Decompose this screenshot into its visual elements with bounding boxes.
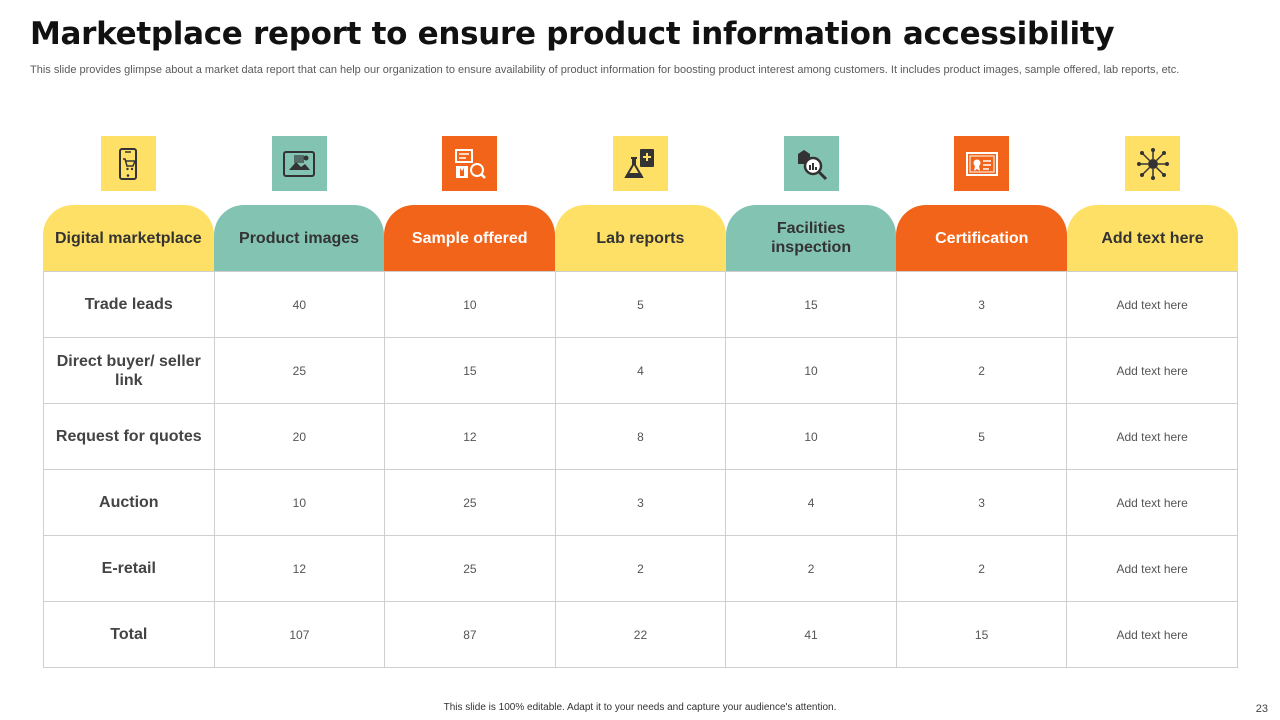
- table-cell: 5: [555, 272, 727, 338]
- column-header: Certification: [896, 205, 1068, 271]
- table-row: Direct buyer/ seller link 25 15 4 10 2 Add tex…: [44, 338, 1238, 404]
- table-cell: 107: [214, 602, 386, 668]
- page-subtitle: This slide provides glimpse about a mark…: [30, 64, 1180, 76]
- page-number: 23: [1255, 703, 1268, 715]
- table-cell: Add text here: [1067, 602, 1238, 668]
- table-row: Trade leads 40 10 5 15 3 Add text here: [44, 272, 1238, 338]
- lab-flask-icon: [612, 136, 668, 191]
- table-row: Auction 10 25 3 4 3 Add text here: [44, 470, 1238, 536]
- table-cell: 3: [896, 272, 1068, 338]
- icon-row: [43, 136, 1238, 191]
- table-cell: 8: [555, 404, 727, 470]
- table-cell: 41: [726, 602, 897, 668]
- row-label: Auction: [44, 470, 215, 536]
- footer-note: This slide is 100% editable. Adapt it to…: [443, 702, 837, 713]
- certificate-icon: [954, 136, 1010, 191]
- table-cell: 10: [214, 470, 386, 536]
- inspection-magnifier-icon: [783, 136, 839, 191]
- table-row: Request for quotes 20 12 8 10 5 Add text here: [44, 404, 1238, 470]
- table-cell: 2: [896, 338, 1068, 404]
- row-label: Total: [44, 602, 215, 668]
- table-cell: 2: [555, 536, 727, 602]
- table-cell: Add text here: [1067, 470, 1238, 536]
- table-cell: 25: [385, 470, 556, 536]
- column-header: Lab reports: [555, 205, 726, 271]
- table-cell: 40: [214, 272, 386, 338]
- table-cell: 15: [896, 602, 1068, 668]
- network-hub-icon: [1125, 136, 1180, 191]
- table-cell: Add text here: [1067, 338, 1238, 404]
- table-cell: 12: [214, 536, 386, 602]
- table-cell: 10: [385, 272, 556, 338]
- table-cell: 2: [726, 536, 897, 602]
- table-cell: 2: [896, 536, 1068, 602]
- table-cell: 3: [896, 470, 1068, 536]
- column-header: Facilities inspection: [725, 205, 897, 271]
- table-row: Total 107 87 22 41 15 Add text here: [44, 602, 1238, 668]
- marketplace-table: Digital marketplace Product images Sampl…: [43, 205, 1238, 668]
- row-label: Request for quotes: [44, 404, 215, 470]
- table-cell: 22: [555, 602, 727, 668]
- column-header: Digital marketplace: [43, 205, 214, 271]
- column-header: Product images: [213, 205, 385, 271]
- table-cell: Add text here: [1067, 536, 1238, 602]
- sample-box-icon: [442, 136, 498, 191]
- table-cell: 15: [385, 338, 556, 404]
- table-body: Trade leads 40 10 5 15 3 Add text here Direct b…: [43, 271, 1238, 668]
- page-title: Marketplace report to ensure product inf…: [30, 16, 1115, 52]
- table-cell: 3: [555, 470, 727, 536]
- table-cell: 25: [214, 338, 386, 404]
- table-cell: Add text here: [1067, 272, 1238, 338]
- table-cell: 20: [214, 404, 386, 470]
- row-label: Direct buyer/ seller link: [44, 338, 215, 404]
- row-label: E-retail: [44, 536, 215, 602]
- product-image-icon: [271, 136, 327, 191]
- table-cell: 12: [385, 404, 556, 470]
- table-cell: 4: [726, 470, 897, 536]
- table-cell: Add text here: [1067, 404, 1238, 470]
- table-cell: 5: [896, 404, 1068, 470]
- row-label: Trade leads: [44, 272, 215, 338]
- table-cell: 4: [555, 338, 727, 404]
- table-cell: 87: [385, 602, 556, 668]
- table-header-row: Digital marketplace Product images Sampl…: [43, 205, 1238, 271]
- table-cell: 10: [726, 338, 897, 404]
- mobile-cart-icon: [100, 136, 156, 191]
- column-header: Sample offered: [384, 205, 556, 271]
- table-cell: 10: [726, 404, 897, 470]
- table-row: E-retail 12 25 2 2 2 Add text here: [44, 536, 1238, 602]
- table-cell: 25: [385, 536, 556, 602]
- column-header: Add text here: [1067, 205, 1238, 271]
- table-cell: 15: [726, 272, 897, 338]
